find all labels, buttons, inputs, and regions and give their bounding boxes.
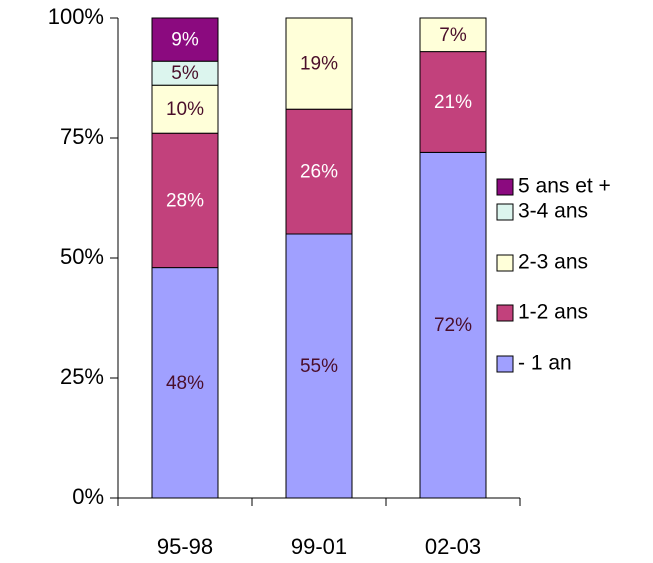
bar-segment [151,60,219,86]
legend-swatch [496,355,514,373]
x-tick-label: 99-01 [291,534,347,559]
data-label: 55% [300,356,338,377]
bar-segment [419,17,487,53]
bar-segment [419,151,487,499]
y-tick-label: 0% [72,484,104,509]
y-tick-label: 25% [60,364,104,389]
y-tick-label: 75% [60,124,104,149]
data-label: 26% [300,162,338,183]
legend-label: 5 ans et + [518,175,611,198]
y-tick-label: 50% [60,244,104,269]
bar-segment [151,17,219,62]
x-tick-label: 95-98 [157,534,213,559]
data-label: 21% [434,92,472,113]
data-label: 72% [434,315,472,336]
legend-label: 2-3 ans [518,251,588,274]
x-tick-label: 02-03 [425,534,481,559]
legend-swatch [496,304,514,322]
data-label: 5% [171,63,199,84]
data-label: 9% [171,30,199,51]
bar-segment [151,132,219,269]
data-label: 48% [166,373,204,394]
data-label: 10% [166,99,204,120]
legend-swatch [496,178,514,196]
bar-segment [285,17,353,110]
legend-swatch [496,254,514,272]
bar-segment [151,267,219,499]
bar-segment [419,51,487,153]
bar-segment [151,84,219,134]
legend-label: 3-4 ans [518,200,588,223]
legend-label: - 1 an [518,352,572,375]
legend-swatch [496,203,514,221]
data-label: 7% [439,25,467,46]
legend-label: 1-2 ans [518,301,588,324]
y-tick-label: 100% [48,4,104,29]
data-label: 28% [166,190,204,211]
data-label: 19% [300,54,338,75]
